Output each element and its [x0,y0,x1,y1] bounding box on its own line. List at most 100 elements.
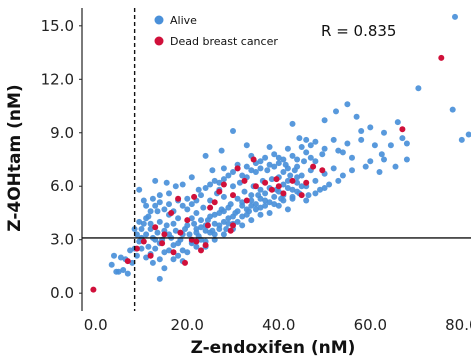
data-point [136,218,143,225]
data-point [198,247,204,254]
data-point [344,101,351,108]
data-point [358,136,365,143]
data-point [298,172,305,179]
data-point [161,231,168,238]
y-tick-label: 6.0 [50,177,74,195]
data-point [204,222,211,229]
data-point [156,218,163,225]
data-point [248,197,255,204]
data-point [202,152,209,159]
data-point [326,181,333,188]
data-point [399,126,406,133]
data-point [381,156,387,163]
data-point [321,185,328,191]
data-point [170,249,177,256]
data-point [175,240,182,247]
data-point [289,152,296,159]
data-point [273,176,280,183]
data-point [262,154,269,161]
legend-label-alive: Alive [170,14,197,27]
data-point [280,169,287,175]
data-point [284,177,291,184]
data-point [156,192,163,199]
data-point [138,245,145,252]
data-point [307,142,314,149]
data-point [271,193,278,200]
data-point [220,165,227,172]
data-point [218,147,225,154]
data-point [333,108,339,115]
y-tick-label: 9.0 [50,124,74,142]
series-alive [108,13,471,282]
data-point [296,135,303,142]
data-point [188,215,195,222]
x-tick-label: 60.0 [354,316,387,334]
data-point [266,144,273,150]
data-point [220,231,227,238]
data-point [143,231,150,238]
data-point [289,120,296,127]
data-point [147,220,154,227]
data-point [166,247,172,254]
y-tick-label: 0.0 [50,284,74,302]
data-point [220,218,227,225]
data-point [449,106,456,113]
data-point [127,247,134,254]
data-point [301,158,307,165]
data-point [152,224,159,231]
data-point [234,165,241,172]
data-point [339,149,346,156]
data-point [321,145,328,152]
data-point [271,151,278,158]
data-point [298,144,305,150]
data-point [236,179,243,186]
data-point [415,85,422,92]
data-point [321,117,328,124]
data-point [152,202,159,209]
data-point [349,154,355,161]
data-point [216,226,223,232]
data-point [161,265,168,272]
plot-area [90,13,471,293]
data-point [330,136,337,143]
data-point [220,176,227,183]
data-point [230,128,236,134]
data-point [275,183,282,190]
data-point [211,220,218,227]
data-point [257,195,264,202]
data-point [216,210,223,216]
data-point [172,227,179,234]
data-point [287,172,294,179]
data-point [252,201,259,208]
data-point [140,220,147,227]
data-point [399,135,406,142]
data-point [266,199,273,206]
data-point [303,197,310,204]
data-point [312,158,319,165]
data-point [248,167,255,174]
data-point [163,179,170,186]
data-point [344,140,351,147]
data-point [170,220,177,227]
data-point [239,222,246,229]
data-point [179,181,186,188]
data-point [211,211,218,218]
data-point [294,179,301,186]
data-point [367,124,374,131]
data-point [156,256,163,263]
data-point [111,252,117,259]
data-point [262,179,269,186]
data-point [387,142,394,149]
data-point [220,181,227,188]
data-point [303,179,310,186]
data-point [120,267,127,273]
data-point [161,206,168,213]
data-point [268,186,275,193]
data-point [289,195,296,202]
x-tick-label: 80.0 [445,316,471,334]
x-tick-label: 20.0 [171,316,204,334]
data-point [294,174,301,181]
data-point [271,201,278,208]
data-point [202,227,209,234]
data-point [381,129,387,136]
